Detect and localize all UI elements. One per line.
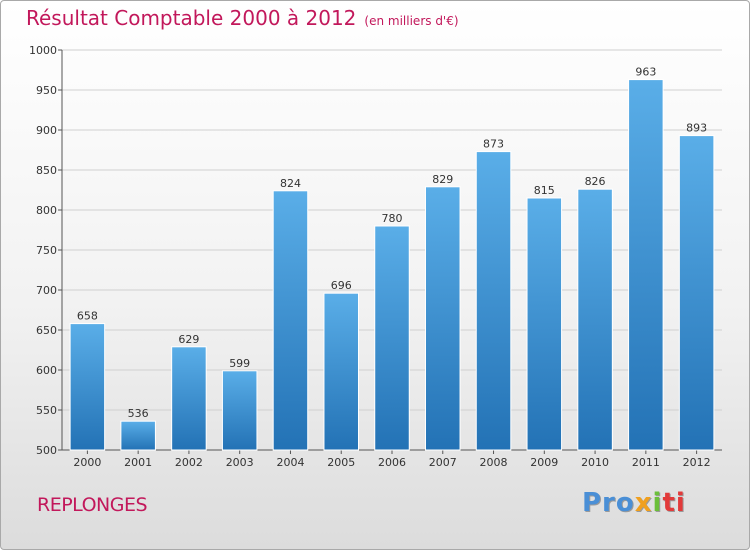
y-tick-label: 550 bbox=[36, 404, 57, 417]
x-tick-label: 2009 bbox=[530, 456, 558, 469]
bar bbox=[678, 135, 715, 451]
bar-value-label: 696 bbox=[331, 279, 352, 292]
y-tick-label: 1000 bbox=[29, 44, 57, 57]
bar bbox=[475, 151, 512, 451]
bar bbox=[221, 370, 258, 451]
x-tick-label: 2005 bbox=[327, 456, 355, 469]
y-tick-label: 850 bbox=[36, 164, 57, 177]
logo-part-3: i bbox=[652, 488, 663, 518]
bar-value-label: 893 bbox=[686, 122, 707, 135]
commune-name: REPLONGES bbox=[37, 494, 148, 516]
bar-value-label: 826 bbox=[585, 175, 606, 188]
bar-value-label: 780 bbox=[382, 212, 403, 225]
bar-value-label: 829 bbox=[432, 173, 453, 186]
bar bbox=[171, 346, 207, 451]
x-tick-label: 2002 bbox=[175, 456, 203, 469]
bar bbox=[272, 190, 309, 451]
x-tick-label: 2012 bbox=[683, 456, 711, 469]
bar bbox=[374, 225, 410, 451]
bar bbox=[577, 188, 613, 451]
x-tick-label: 2006 bbox=[378, 456, 406, 469]
bar-value-label: 658 bbox=[77, 310, 98, 323]
label-layer: 658 536 629 599 824 696 780 829 873 815 826 963 893 bbox=[77, 66, 707, 421]
x-tick-label: 2007 bbox=[429, 456, 457, 469]
y-tick-label: 600 bbox=[36, 364, 57, 377]
chart-title: Résultat Comptable 2000 à 2012 (en millie… bbox=[26, 6, 459, 30]
y-tick-label: 900 bbox=[36, 124, 57, 137]
proxiti-logo: Proxiti bbox=[582, 488, 686, 518]
x-tick-label: 2001 bbox=[124, 456, 152, 469]
y-tick-label: 700 bbox=[36, 284, 57, 297]
x-tick-label: 2003 bbox=[226, 456, 254, 469]
bar bbox=[425, 186, 461, 451]
logo-part-4: ti bbox=[662, 488, 686, 518]
x-tick-label: 2008 bbox=[480, 456, 508, 469]
x-tick-label: 2004 bbox=[276, 456, 304, 469]
bar bbox=[323, 292, 359, 451]
bar-value-label: 873 bbox=[483, 138, 504, 151]
y-tick-label: 950 bbox=[36, 84, 57, 97]
chart-subtitle: (en milliers d'€) bbox=[364, 14, 459, 28]
bar bbox=[526, 197, 563, 451]
bar bbox=[628, 79, 664, 451]
bar-value-label: 815 bbox=[534, 184, 555, 197]
bar bbox=[69, 323, 106, 451]
bar-value-label: 963 bbox=[635, 66, 656, 79]
bar bbox=[120, 420, 156, 451]
bar-value-label: 599 bbox=[229, 357, 250, 370]
bar-value-label: 536 bbox=[128, 407, 149, 420]
bar-value-label: 824 bbox=[280, 177, 301, 190]
y-tick-label: 650 bbox=[36, 324, 57, 337]
y-tick-label: 500 bbox=[36, 444, 57, 457]
bar-value-label: 629 bbox=[178, 333, 199, 346]
y-tick-label: 800 bbox=[36, 204, 57, 217]
x-tick-label: 2010 bbox=[581, 456, 609, 469]
x-tick-label: 2000 bbox=[73, 456, 101, 469]
x-tick-label: 2011 bbox=[632, 456, 660, 469]
logo-part-2: x bbox=[634, 488, 653, 518]
logo-part-1: Pro bbox=[582, 488, 635, 518]
chart-title-text: Résultat Comptable 2000 à 2012 bbox=[26, 6, 357, 30]
bar-layer bbox=[69, 79, 715, 451]
y-tick-label: 750 bbox=[36, 244, 57, 257]
